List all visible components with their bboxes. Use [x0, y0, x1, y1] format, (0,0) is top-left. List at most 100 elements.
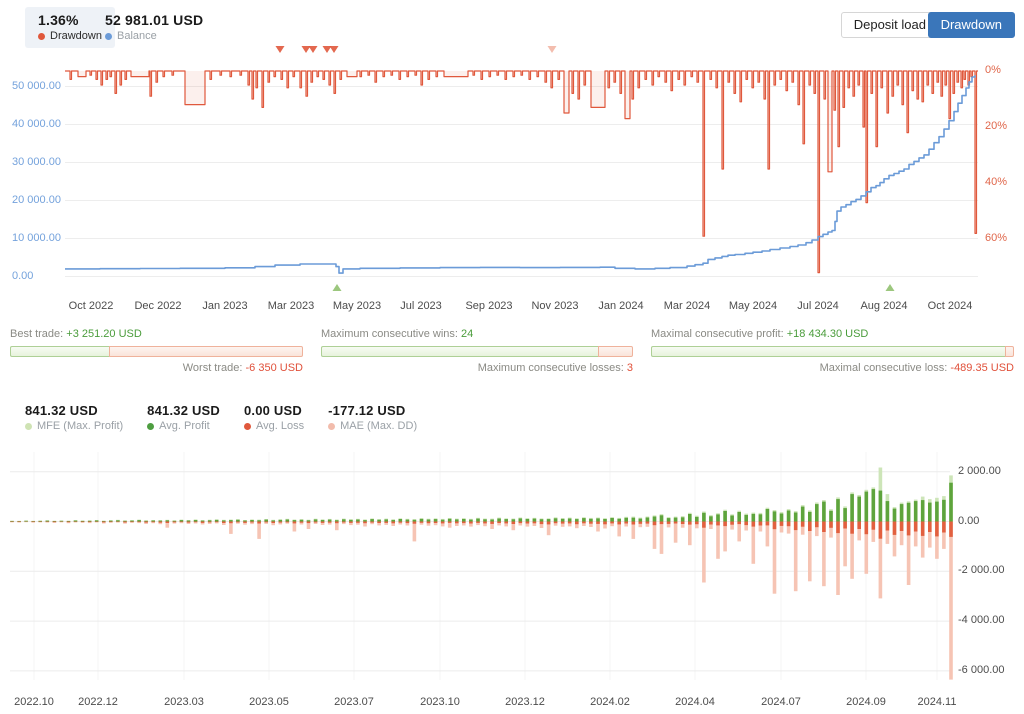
- max-consecutive-losses-label: Maximum consecutive losses:: [477, 362, 624, 374]
- avg-profit-value: 841.32 USD: [147, 403, 220, 418]
- trade-statistics-gauges: Best trade: +3 251.20 USD Worst trade: -…: [0, 328, 1024, 374]
- avg-profit-dot-icon: [147, 422, 155, 430]
- header: 1.36% Drawdown 52 981.01 USD Balance Dep…: [0, 0, 1024, 48]
- deposit-load-button[interactable]: Deposit load: [840, 12, 939, 38]
- bottom-x-axis-label: 2023.03: [164, 696, 204, 708]
- deposit-marker-triangle-icon: [885, 284, 895, 291]
- gauge-positive-segment: [321, 346, 599, 357]
- worst-trade-label: Worst trade:: [182, 362, 243, 374]
- main-y-right-label: 0%: [985, 64, 1001, 76]
- consecutive-wins-gauge: Maximum consecutive wins: 24 Maximum con…: [321, 328, 633, 374]
- main-y-left-label: 50 000.00: [12, 79, 61, 92]
- balance-dot-icon: [105, 32, 112, 40]
- loss-marker-triangle-icon: [322, 46, 332, 53]
- main-chart-canvas[interactable]: [0, 40, 1024, 300]
- average-metrics-row: 841.32 USD MFE (Max. Profit) 841.32 USD …: [25, 403, 417, 432]
- main-y-right-label: 40%: [985, 176, 1008, 188]
- avg-loss-label: Avg. Loss: [256, 420, 305, 432]
- mfe-label: MFE (Max. Profit): [37, 420, 124, 432]
- bottom-chart-canvas[interactable]: [0, 452, 1024, 692]
- main-x-axis-label: May 2023: [332, 300, 382, 312]
- drawdown-dot-icon: [38, 32, 45, 40]
- balance-drawdown-chart[interactable]: 50 000.00 40 000.00 30 000.00 20 000.00 10 0…: [0, 40, 1024, 320]
- main-x-axis-label: Mar 2024: [663, 300, 711, 312]
- main-x-axis-label: May 2024: [728, 300, 778, 312]
- loss-marker-triangle-icon: [308, 46, 318, 53]
- avg-profit-metric: 841.32 USD Avg. Profit: [147, 403, 220, 432]
- main-y-left-label: 20 000.00: [12, 193, 61, 206]
- bottom-y-axis-label: -6 000.00: [958, 663, 1005, 676]
- avg-loss-value: 0.00 USD: [244, 403, 302, 418]
- bottom-y-axis-label: 0.00: [958, 514, 980, 527]
- drawdown-label: Drawdown: [50, 30, 102, 42]
- main-y-right-label: 60%: [985, 232, 1008, 244]
- main-y-left-label: 30 000.00: [12, 155, 61, 168]
- max-consecutive-loss-value: -489.35 USD: [950, 362, 1014, 374]
- bottom-y-axis-label: -4 000.00: [958, 614, 1005, 627]
- main-y-right-label: 20%: [985, 120, 1008, 132]
- drawdown-value: 1.36%: [38, 12, 79, 28]
- gauge-negative-segment: [1004, 346, 1014, 357]
- loss-marker-triangle-icon: [275, 46, 285, 53]
- bottom-x-axis-label: 2022.10: [14, 696, 54, 708]
- avg-profit-label: Avg. Profit: [159, 420, 210, 432]
- mfe-metric: 841.32 USD MFE (Max. Profit): [25, 403, 123, 432]
- balance-label: Balance: [117, 30, 157, 42]
- profit-loss-bar: [651, 346, 1014, 357]
- light-loss-marker-triangle-icon: [547, 46, 557, 53]
- bottom-x-axis-label: 2024.07: [761, 696, 801, 708]
- worst-trade-value: -6 350 USD: [245, 362, 303, 374]
- main-y-left-label: 0.00: [12, 269, 34, 282]
- main-x-axis-label: Sep 2023: [465, 300, 513, 312]
- main-x-axis-label: Jan 2023: [202, 300, 248, 312]
- main-x-axis-label: Dec 2022: [134, 300, 182, 312]
- balance-block: 52 981.01 USD Balance: [105, 12, 203, 42]
- max-consecutive-wins-label: Maximum consecutive wins:: [321, 328, 458, 340]
- gauge-negative-segment: [598, 346, 633, 357]
- main-y-left-label: 10 000.00: [12, 231, 61, 244]
- max-consecutive-profit-label: Maximal consecutive profit:: [651, 328, 784, 340]
- profit-loss-bar-chart[interactable]: 2 000.00 0.00 -2 000.00 -4 000.00 -6 000.00 2…: [0, 452, 1024, 714]
- max-consecutive-losses-value: 3: [626, 362, 633, 374]
- bottom-y-axis-label: 2 000.00: [958, 464, 1001, 477]
- bottom-y-axis-label: -2 000.00: [958, 564, 1005, 577]
- mfe-value: 841.32 USD: [25, 403, 98, 418]
- bottom-x-axis-label: 2024.11: [917, 696, 957, 708]
- bottom-x-axis-label: 2023.05: [249, 696, 289, 708]
- max-consecutive-wins-value: 24: [461, 328, 474, 340]
- bottom-x-axis-label: 2023.10: [420, 696, 460, 708]
- best-worst-bar: [10, 346, 303, 357]
- bottom-x-axis-label: 2022.12: [78, 696, 118, 708]
- mae-metric: -177.12 USD MAE (Max. DD): [328, 403, 417, 432]
- main-x-axis-label: Nov 2023: [531, 300, 579, 312]
- main-x-axis-label: Oct 2024: [927, 300, 973, 312]
- loss-marker-triangle-icon: [301, 46, 311, 53]
- bottom-x-axis-label: 2023.12: [505, 696, 545, 708]
- main-x-axis-label: Jan 2024: [598, 300, 644, 312]
- main-x-axis-label: Mar 2023: [267, 300, 315, 312]
- gauge-positive-segment: [10, 346, 110, 357]
- gauge-negative-segment: [109, 346, 303, 357]
- drawdown-badge: 1.36% Drawdown: [25, 7, 115, 48]
- consecutive-profit-gauge: Maximal consecutive profit: +18 434.30 U…: [651, 328, 1014, 374]
- main-x-axis-label: Oct 2022: [68, 300, 114, 312]
- mae-value: -177.12 USD: [328, 403, 406, 418]
- mfe-dot-icon: [25, 422, 32, 430]
- bottom-x-axis-label: 2024.04: [675, 696, 715, 708]
- drawdown-button[interactable]: Drawdown: [927, 12, 1015, 38]
- mae-label: MAE (Max. DD): [340, 420, 418, 432]
- main-x-axis-label: Jul 2023: [400, 300, 442, 312]
- avg-loss-dot-icon: [244, 422, 251, 430]
- bottom-x-axis-label: 2023.07: [334, 696, 374, 708]
- main-x-axis-label: Aug 2024: [860, 300, 908, 312]
- max-consecutive-profit-value: +18 434.30 USD: [786, 328, 869, 340]
- best-worst-trade-gauge: Best trade: +3 251.20 USD Worst trade: -…: [10, 328, 303, 374]
- max-consecutive-loss-label: Maximal consecutive loss:: [819, 362, 948, 374]
- mae-dot-icon: [328, 422, 336, 430]
- gauge-positive-segment: [651, 346, 1005, 357]
- loss-marker-triangle-icon: [329, 46, 339, 53]
- avg-loss-metric: 0.00 USD Avg. Loss: [244, 403, 304, 432]
- deposit-marker-triangle-icon: [332, 284, 342, 291]
- bottom-x-axis-label: 2024.09: [846, 696, 886, 708]
